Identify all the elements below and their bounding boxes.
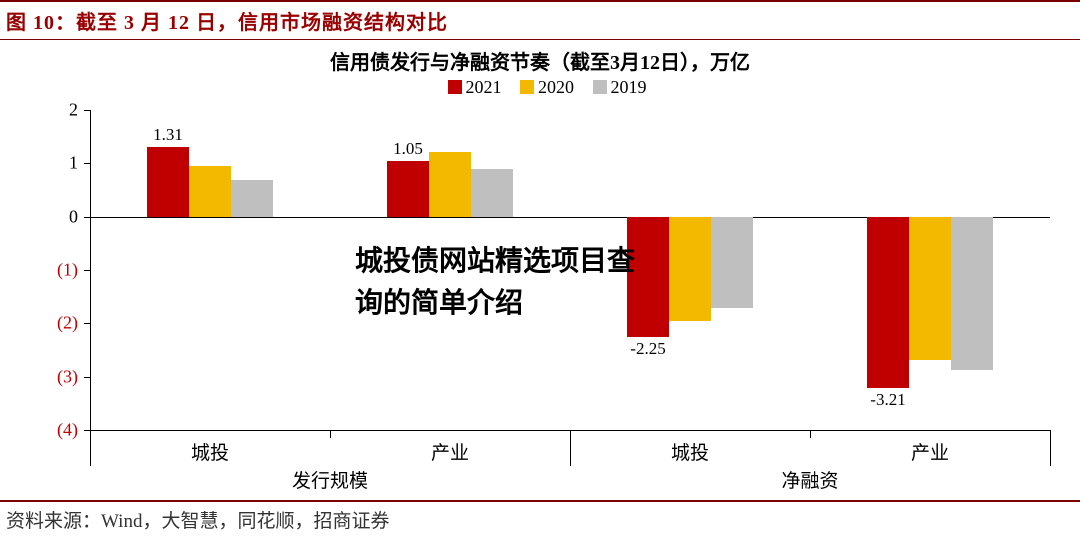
group-label: 城投 [671, 438, 709, 465]
y-tick-label: 2 [69, 100, 78, 121]
chart-area: 信用债发行与净融资节奏（截至3月12日），万亿 2021 2020 2019 2… [0, 40, 1080, 500]
bar [711, 217, 753, 309]
bar [909, 217, 951, 360]
bar [429, 152, 471, 217]
y-tick-label: 1 [69, 153, 78, 174]
legend-label: 2019 [611, 77, 647, 97]
bar [867, 217, 909, 388]
super-group-label: 净融资 [781, 466, 838, 493]
legend-swatch-2021 [448, 80, 462, 94]
value-label: -2.25 [630, 339, 665, 359]
bar [951, 217, 993, 371]
chart-title: 信用债发行与净融资节奏（截至3月12日），万亿 [0, 40, 1080, 75]
source-line: 资料来源：Wind，大智慧，同花顺，招商证券 [0, 500, 1080, 537]
value-label: 1.31 [153, 125, 183, 145]
overlay-watermark: 城投债网站精选项目查 询的简单介绍 [355, 240, 635, 324]
bar [147, 147, 189, 217]
figure-title: 图 10：截至 3 月 12 日，信用市场融资结构对比 [0, 0, 1080, 40]
bar [471, 169, 513, 217]
legend-swatch-2020 [520, 80, 534, 94]
y-tick-label: (2) [57, 313, 78, 334]
bar [387, 161, 429, 217]
y-tick-label: (1) [57, 260, 78, 281]
legend: 2021 2020 2019 [0, 75, 1080, 102]
value-label: 1.05 [393, 139, 423, 159]
legend-swatch-2019 [593, 80, 607, 94]
super-group-label: 发行规模 [292, 466, 368, 493]
bar [669, 217, 711, 321]
y-tick-label: 0 [69, 206, 78, 227]
group-label: 产业 [911, 438, 949, 465]
value-label: -3.21 [870, 390, 905, 410]
group-label: 产业 [431, 438, 469, 465]
group-label: 城投 [191, 438, 229, 465]
overlay-line: 询的简单介绍 [355, 282, 635, 324]
legend-label: 2021 [466, 77, 502, 97]
y-tick-label: (3) [57, 366, 78, 387]
bar [189, 166, 231, 217]
overlay-line: 城投债网站精选项目查 [355, 240, 635, 282]
bar [231, 180, 273, 216]
legend-label: 2020 [538, 77, 574, 97]
y-tick-label: (4) [57, 420, 78, 441]
